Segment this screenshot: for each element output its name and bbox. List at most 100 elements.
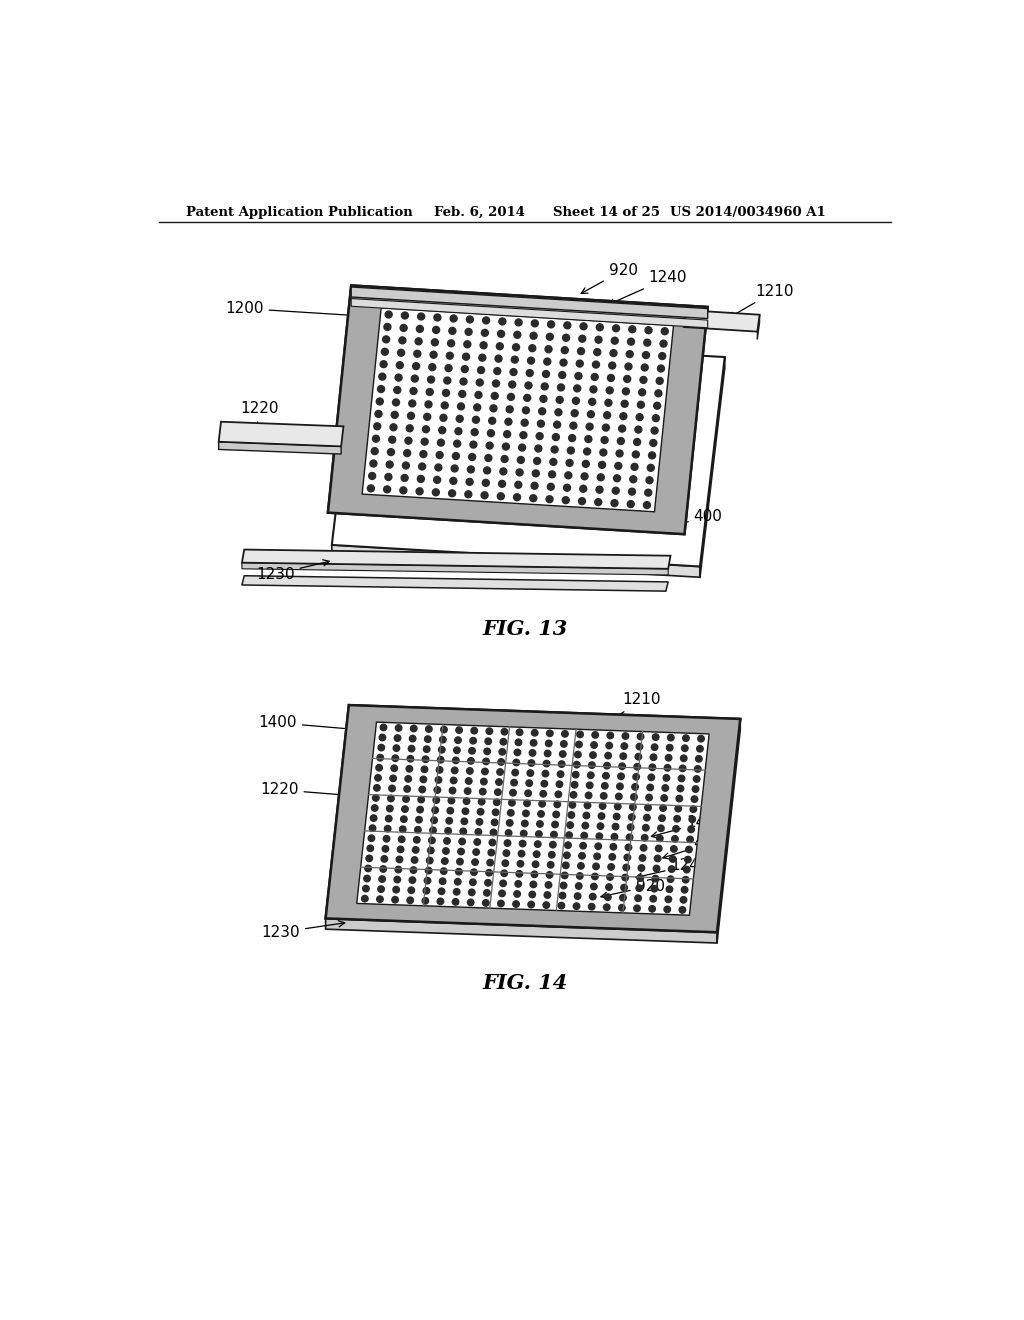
Circle shape xyxy=(457,416,463,422)
Circle shape xyxy=(568,434,575,442)
Circle shape xyxy=(638,865,645,871)
Circle shape xyxy=(628,824,634,830)
Circle shape xyxy=(380,360,387,368)
Circle shape xyxy=(499,318,506,325)
Circle shape xyxy=(431,339,438,346)
Circle shape xyxy=(423,887,430,894)
Circle shape xyxy=(642,351,649,359)
Polygon shape xyxy=(652,305,708,535)
Circle shape xyxy=(443,378,451,384)
Circle shape xyxy=(389,436,395,444)
Circle shape xyxy=(595,843,601,850)
Circle shape xyxy=(374,784,380,791)
Circle shape xyxy=(601,437,608,444)
Circle shape xyxy=(556,396,563,404)
Circle shape xyxy=(379,374,386,380)
Circle shape xyxy=(573,385,581,392)
Circle shape xyxy=(634,763,641,770)
Circle shape xyxy=(503,444,509,450)
Circle shape xyxy=(522,407,529,413)
Circle shape xyxy=(616,783,624,789)
Polygon shape xyxy=(349,285,708,327)
Polygon shape xyxy=(758,314,760,339)
Circle shape xyxy=(656,836,664,842)
Circle shape xyxy=(641,364,648,371)
Circle shape xyxy=(557,384,564,391)
Circle shape xyxy=(480,342,487,348)
Circle shape xyxy=(692,785,698,792)
Circle shape xyxy=(607,874,613,880)
Polygon shape xyxy=(242,562,669,576)
Circle shape xyxy=(377,755,383,760)
Circle shape xyxy=(401,312,409,319)
Circle shape xyxy=(591,883,597,890)
Circle shape xyxy=(604,894,611,900)
Circle shape xyxy=(509,800,515,807)
Circle shape xyxy=(469,890,475,895)
Circle shape xyxy=(688,826,694,833)
Circle shape xyxy=(476,379,483,385)
Circle shape xyxy=(641,834,648,841)
Circle shape xyxy=(554,421,561,428)
Circle shape xyxy=(372,805,378,812)
Circle shape xyxy=(604,763,610,770)
Circle shape xyxy=(401,474,409,482)
Circle shape xyxy=(385,816,392,822)
Circle shape xyxy=(469,747,475,754)
Circle shape xyxy=(424,413,431,420)
Polygon shape xyxy=(351,298,708,327)
Circle shape xyxy=(391,766,397,771)
Circle shape xyxy=(435,776,441,783)
Circle shape xyxy=(599,803,606,809)
Circle shape xyxy=(410,388,417,395)
Circle shape xyxy=(500,880,507,887)
Circle shape xyxy=(466,777,472,784)
Circle shape xyxy=(600,449,607,455)
Circle shape xyxy=(604,412,610,418)
Circle shape xyxy=(500,739,507,744)
Circle shape xyxy=(472,859,478,866)
Circle shape xyxy=(530,882,537,887)
Circle shape xyxy=(560,359,567,366)
Circle shape xyxy=(404,437,412,444)
Circle shape xyxy=(485,738,492,744)
Polygon shape xyxy=(219,442,341,454)
Circle shape xyxy=(499,890,505,896)
Circle shape xyxy=(426,726,432,733)
Circle shape xyxy=(409,400,416,407)
Circle shape xyxy=(421,766,428,772)
Circle shape xyxy=(636,413,643,421)
Circle shape xyxy=(640,376,647,383)
Circle shape xyxy=(380,866,386,873)
Circle shape xyxy=(465,329,472,335)
Circle shape xyxy=(407,766,413,772)
Polygon shape xyxy=(700,358,725,577)
Circle shape xyxy=(644,814,650,821)
Circle shape xyxy=(465,491,472,498)
Circle shape xyxy=(694,766,701,772)
Polygon shape xyxy=(328,285,708,535)
Circle shape xyxy=(660,795,668,801)
Circle shape xyxy=(511,779,517,785)
Circle shape xyxy=(449,327,456,334)
Circle shape xyxy=(609,854,615,861)
Circle shape xyxy=(571,781,578,788)
Circle shape xyxy=(475,392,482,399)
Circle shape xyxy=(636,743,643,750)
Circle shape xyxy=(516,729,523,735)
Circle shape xyxy=(515,739,522,746)
Circle shape xyxy=(526,780,532,787)
Circle shape xyxy=(606,387,613,393)
Circle shape xyxy=(485,454,492,462)
Circle shape xyxy=(561,873,568,879)
Circle shape xyxy=(381,855,388,862)
Circle shape xyxy=(433,477,440,483)
Circle shape xyxy=(571,409,579,417)
Circle shape xyxy=(384,486,390,492)
Circle shape xyxy=(544,358,551,366)
Circle shape xyxy=(394,387,400,393)
Circle shape xyxy=(402,796,410,803)
Circle shape xyxy=(580,842,587,849)
Circle shape xyxy=(481,768,488,775)
Circle shape xyxy=(408,755,414,762)
